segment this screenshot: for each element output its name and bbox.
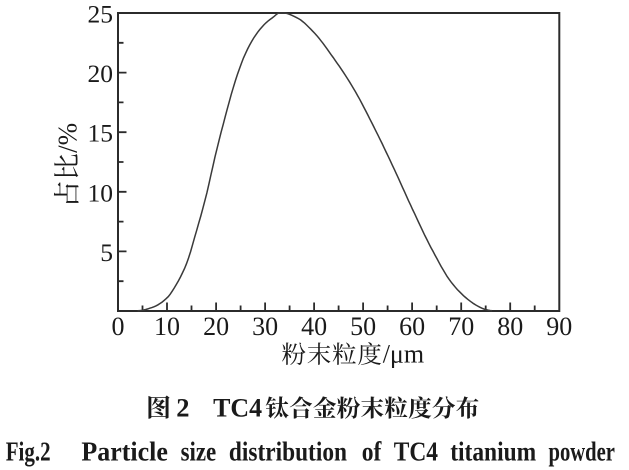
svg-text:5: 5 <box>100 238 113 267</box>
svg-text:10: 10 <box>88 178 114 207</box>
svg-text:0: 0 <box>112 312 125 341</box>
svg-text:TC4: TC4 <box>394 437 438 467</box>
svg-text:TC4: TC4 <box>213 393 262 423</box>
svg-text:50: 50 <box>350 312 376 341</box>
svg-text:distribution: distribution <box>229 437 347 467</box>
svg-text:powder: powder <box>549 437 615 467</box>
svg-text:25: 25 <box>88 0 114 29</box>
svg-text:2: 2 <box>176 393 189 423</box>
svg-text:titanium: titanium <box>450 437 536 467</box>
svg-text:60: 60 <box>399 312 425 341</box>
svg-text:Fig.2: Fig.2 <box>6 437 51 467</box>
svg-text:/μm: /μm <box>383 340 424 369</box>
svg-text:15: 15 <box>88 119 114 148</box>
svg-text:of: of <box>362 437 382 467</box>
svg-text:80: 80 <box>497 312 523 341</box>
svg-text:30: 30 <box>252 312 278 341</box>
svg-text:90: 90 <box>546 312 572 341</box>
svg-text:20: 20 <box>203 312 229 341</box>
svg-text:/%: /% <box>53 123 83 153</box>
svg-text:Particle: Particle <box>81 437 168 467</box>
svg-text:size: size <box>181 437 217 467</box>
svg-text:10: 10 <box>154 312 180 341</box>
svg-text:40: 40 <box>301 312 327 341</box>
svg-text:20: 20 <box>88 59 114 88</box>
svg-text:70: 70 <box>448 312 474 341</box>
